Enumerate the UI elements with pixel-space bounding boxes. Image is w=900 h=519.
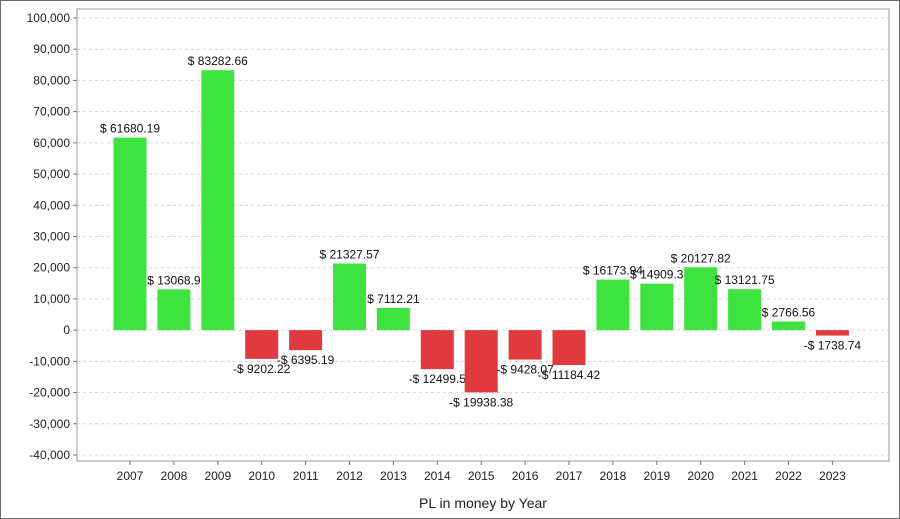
y-tick-label: 50,000 — [33, 167, 70, 181]
x-axis-title: PL in money by Year — [419, 495, 547, 511]
x-tick-label: 2019 — [643, 469, 670, 483]
bar — [420, 330, 454, 370]
x-tick-label: 2011 — [293, 469, 319, 483]
x-tick-label: 2010 — [248, 469, 275, 483]
y-tick-label: -40,000 — [29, 448, 70, 462]
bar — [552, 330, 586, 366]
data-label: $ 83282.66 — [188, 54, 248, 68]
bar — [245, 330, 279, 359]
bar — [201, 70, 235, 331]
y-tick-label: 10,000 — [33, 292, 70, 306]
data-label: -$ 12499.5 — [409, 372, 467, 386]
x-tick-label: 2017 — [556, 469, 583, 483]
x-tick-label: 2018 — [600, 469, 627, 483]
y-tick-label: 90,000 — [33, 42, 70, 56]
y-tick-label: -10,000 — [29, 354, 70, 368]
bar — [333, 263, 366, 331]
y-tick-label: 40,000 — [33, 198, 70, 212]
data-label: -$ 6395.19 — [277, 353, 335, 367]
y-tick-label: 100,000 — [27, 11, 71, 25]
data-label: $ 16173.94 — [583, 264, 643, 278]
x-tick-label: 2016 — [512, 469, 539, 483]
bar — [596, 279, 630, 331]
y-tick-label: 0 — [63, 323, 70, 337]
bar — [376, 307, 410, 331]
y-tick-label: 30,000 — [33, 230, 70, 244]
x-tick-label: 2015 — [468, 469, 495, 483]
x-tick-label: 2014 — [424, 469, 451, 483]
data-label: -$ 9428.07 — [496, 363, 554, 377]
bar — [772, 321, 805, 331]
x-tick-label: 2012 — [336, 469, 363, 483]
data-label: -$ 1738.74 — [804, 339, 862, 353]
data-label: -$ 19938.38 — [449, 395, 513, 409]
bar — [157, 289, 191, 331]
data-label: $ 13121.75 — [715, 273, 775, 287]
y-tick-label: 20,000 — [33, 261, 70, 275]
x-tick-label: 2021 — [731, 469, 758, 483]
bar — [289, 330, 323, 351]
bar — [640, 283, 674, 331]
bar — [815, 330, 849, 336]
y-tick-label: 80,000 — [33, 73, 70, 87]
y-tick-label: 60,000 — [33, 136, 70, 150]
data-label: $ 2766.56 — [762, 306, 816, 320]
data-label: -$ 11184.42 — [538, 368, 601, 382]
bar — [464, 330, 498, 393]
x-tick-label: 2020 — [687, 469, 714, 483]
x-tick-label: 2013 — [380, 469, 407, 483]
y-tick-label: -30,000 — [29, 417, 70, 431]
data-label: -$ 9202.22 — [233, 362, 291, 376]
bar — [113, 137, 147, 331]
x-tick-label: 2022 — [775, 469, 802, 483]
bar — [684, 267, 718, 331]
data-label: $ 61680.19 — [100, 122, 160, 136]
data-label: $ 20127.82 — [671, 251, 731, 265]
y-tick-label: -20,000 — [29, 386, 70, 400]
x-tick-label: 2007 — [117, 469, 144, 483]
x-tick-label: 2023 — [819, 469, 846, 483]
plot-area — [76, 8, 890, 462]
data-label: $ 21327.57 — [319, 248, 379, 262]
x-tick-label: 2008 — [161, 469, 188, 483]
data-label: $ 7112.21 — [367, 292, 420, 306]
data-label: $ 14909.3 — [630, 268, 684, 282]
y-tick-label: 70,000 — [33, 105, 70, 119]
bar — [508, 330, 542, 360]
data-label: $ 13068.9 — [147, 273, 201, 287]
bar — [728, 289, 762, 331]
x-tick-label: 2009 — [204, 469, 231, 483]
